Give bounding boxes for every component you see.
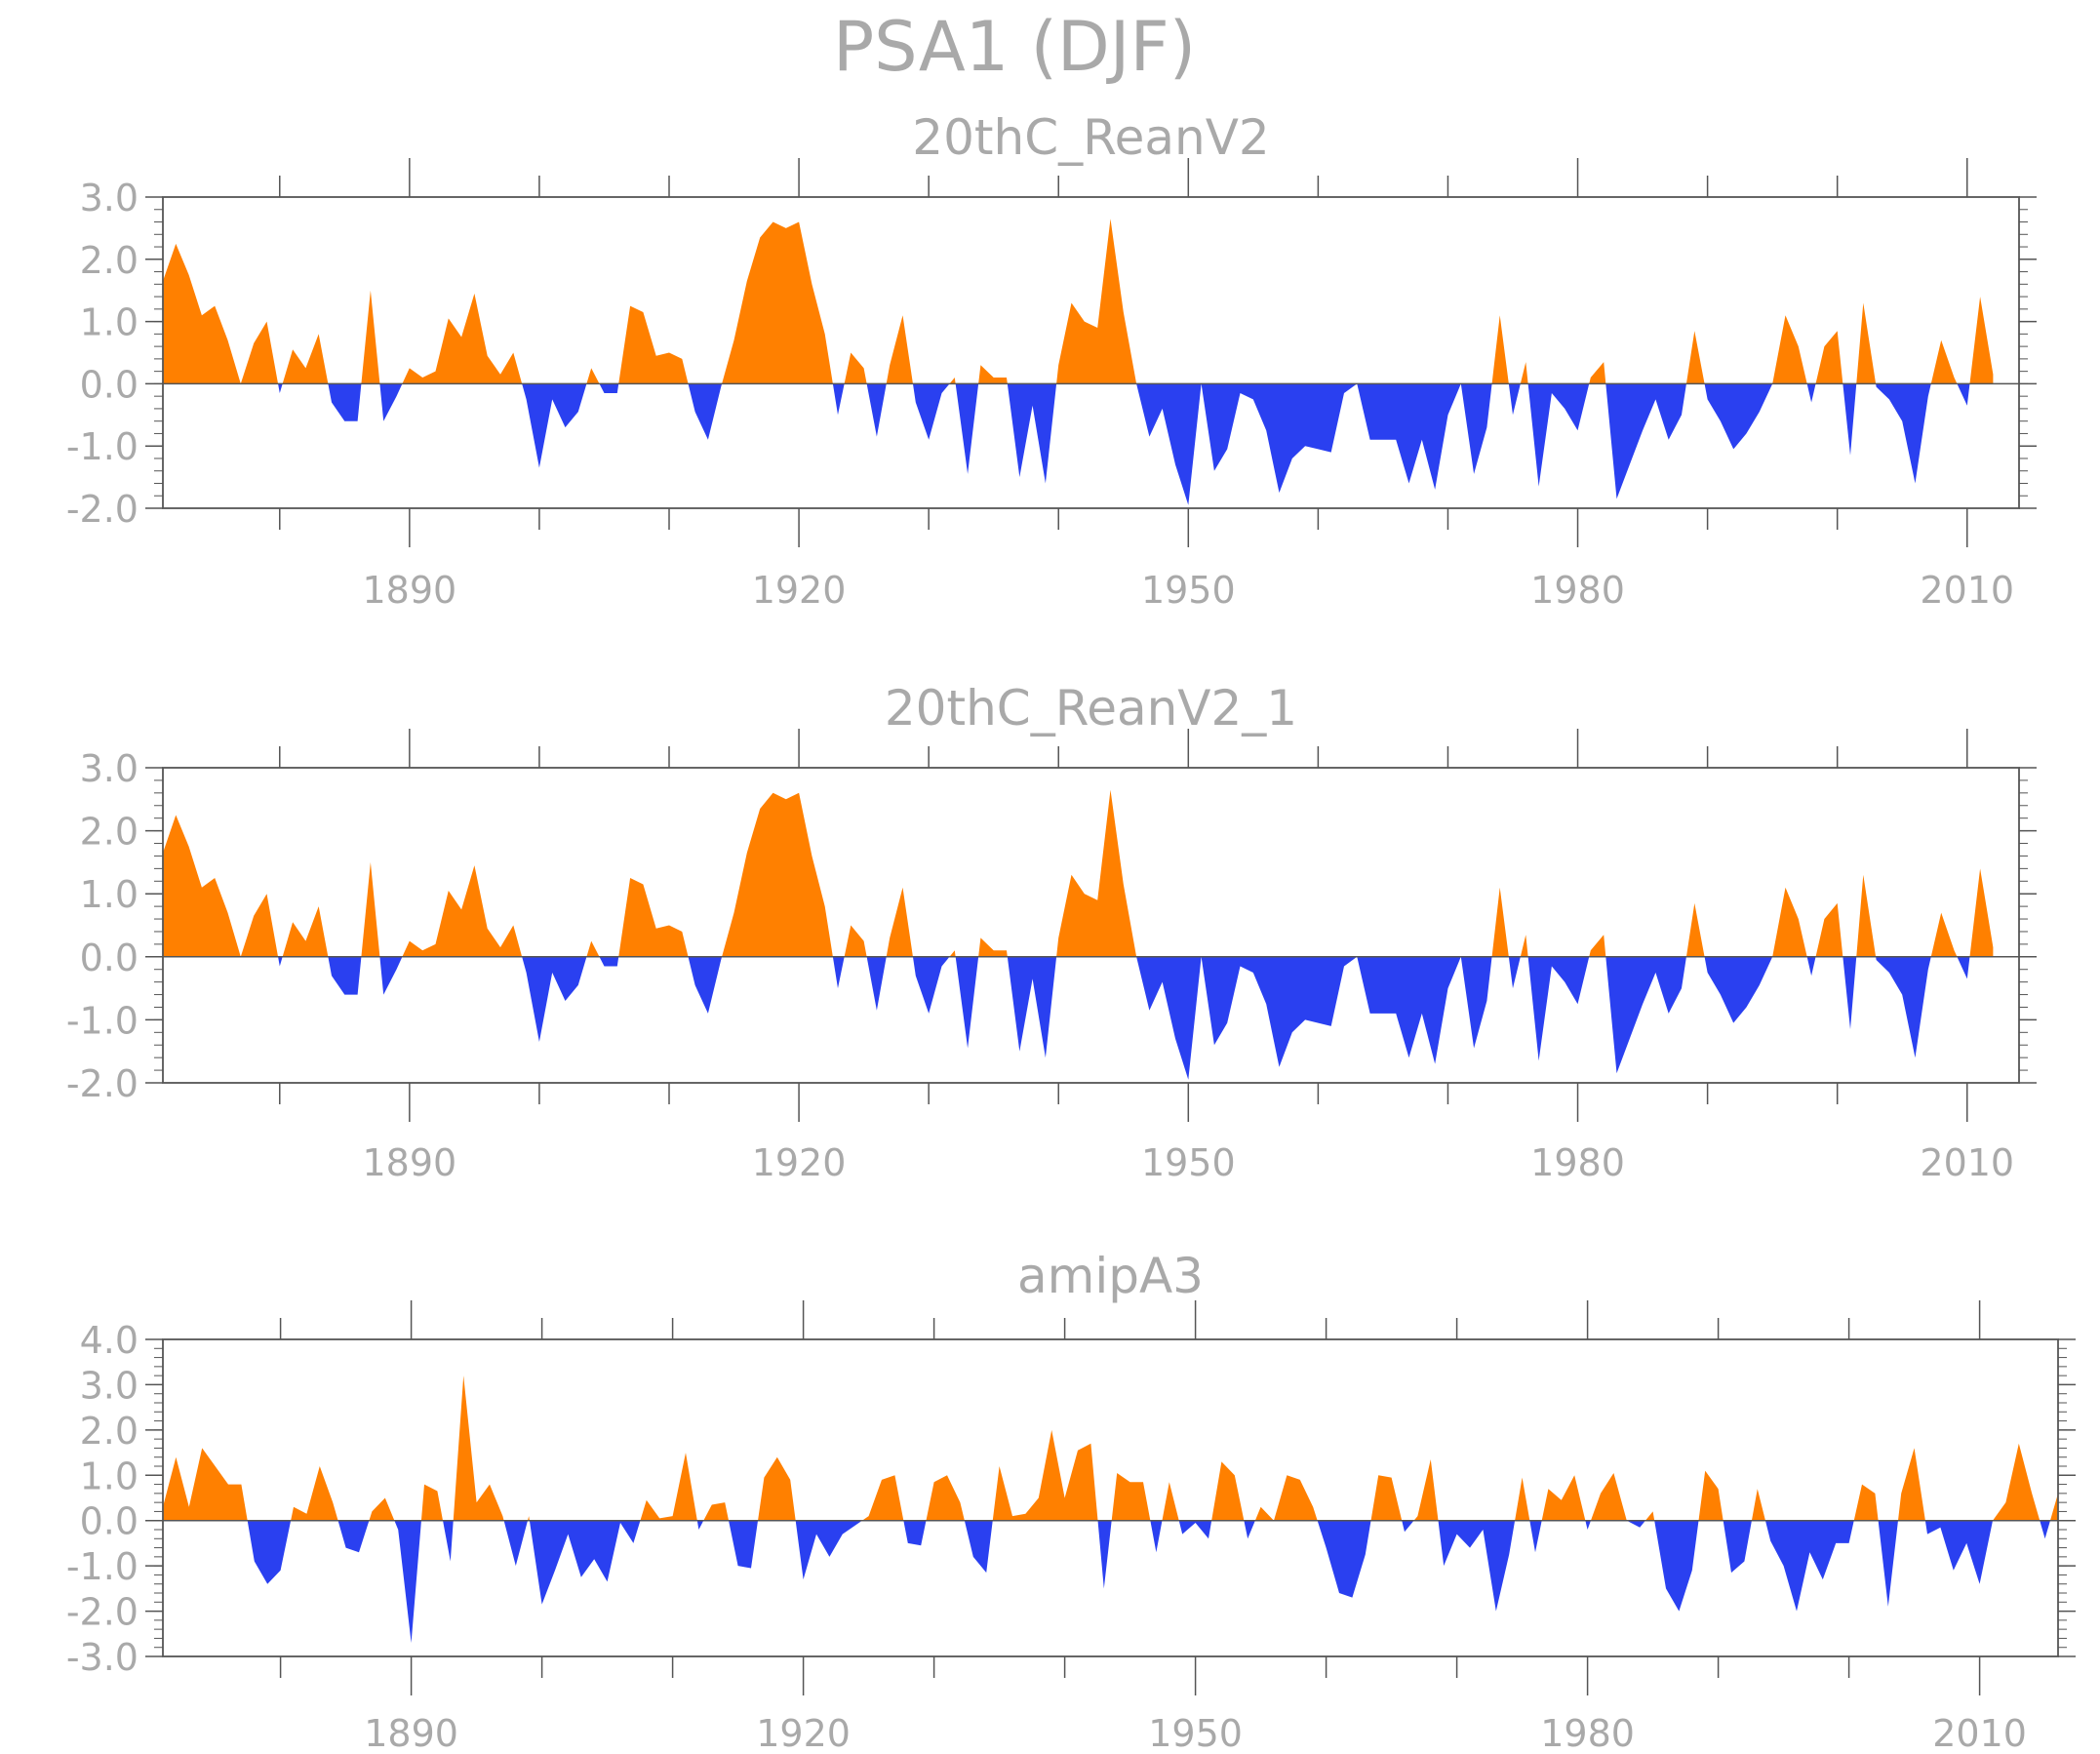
y-tick-label: 0.0 [80, 363, 139, 406]
x-tick-label: 1980 [1540, 1712, 1635, 1754]
plot-frame [162, 1338, 2059, 1657]
y-tick-label: 1.0 [80, 301, 139, 344]
y-tick-label: -2.0 [66, 488, 139, 531]
x-tick-label: 1950 [1141, 1141, 1236, 1184]
positive-area [163, 789, 1994, 957]
y-tick-label: -2.0 [66, 1591, 139, 1634]
y-tick-label: 0.0 [80, 937, 139, 979]
y-tick-label: 0.0 [80, 1500, 139, 1543]
x-tick-label: 1920 [756, 1712, 851, 1754]
y-tick-label: 1.0 [80, 1455, 139, 1497]
y-tick-label: 2.0 [80, 1410, 139, 1453]
y-tick-label: 1.0 [80, 873, 139, 916]
positive-area [163, 1375, 2058, 1521]
y-tick-label: 3.0 [80, 1364, 139, 1407]
positive-area [163, 219, 1994, 384]
y-tick-label: -1.0 [66, 425, 139, 468]
x-tick-label: 1980 [1530, 1141, 1625, 1184]
figure-title: PSA1 (DJF) [833, 7, 1196, 87]
x-tick-label: 1950 [1148, 1712, 1243, 1754]
y-tick-label: -3.0 [66, 1636, 139, 1679]
panel-title: 20thC_ReanV2 [912, 109, 1269, 166]
x-tick-label: 1950 [1141, 569, 1236, 612]
x-tick-label: 2010 [1920, 569, 2014, 612]
panel-title: 20thC_ReanV2_1 [885, 680, 1297, 737]
y-tick-label: -1.0 [66, 1545, 139, 1588]
x-tick-label: 2010 [1920, 1141, 2014, 1184]
plot-frame [162, 767, 2020, 1084]
y-tick-label: 2.0 [80, 811, 139, 854]
x-tick-label: 1920 [752, 569, 847, 612]
y-tick-label: 3.0 [80, 747, 139, 790]
negative-area [163, 956, 1994, 1080]
y-tick-label: -1.0 [66, 999, 139, 1042]
y-tick-label: -2.0 [66, 1062, 139, 1105]
x-tick-label: 1980 [1530, 569, 1625, 612]
panel-20thc-reanv2: 20thC_ReanV2 3.0 2.0 1.0 0.0 -1.0 -2.0 1890 1920… [66, 109, 2037, 612]
panel-title: amipA3 [1017, 1248, 1204, 1304]
panel-20thc-reanv2-1: 20thC_ReanV2_1 3.0 2.0 1.0 0.0 -1.0 -2.0 1890 19… [66, 680, 2037, 1184]
x-tick-label: 2010 [1932, 1712, 2027, 1754]
x-tick-label: 1890 [362, 569, 456, 612]
plot-frame [162, 196, 2020, 509]
y-tick-label: 3.0 [80, 177, 139, 219]
x-tick-label: 1890 [362, 1141, 456, 1184]
panel-amipa3: amipA3 4.03.02.01.00.0-1.0-2.0-3.0 1890 192… [66, 1248, 2076, 1754]
y-tick-label: 2.0 [80, 239, 139, 282]
x-tick-label: 1920 [752, 1141, 847, 1184]
negative-area [163, 383, 1994, 505]
x-tick-label: 1890 [364, 1712, 458, 1754]
y-tick-label: 4.0 [80, 1319, 139, 1362]
